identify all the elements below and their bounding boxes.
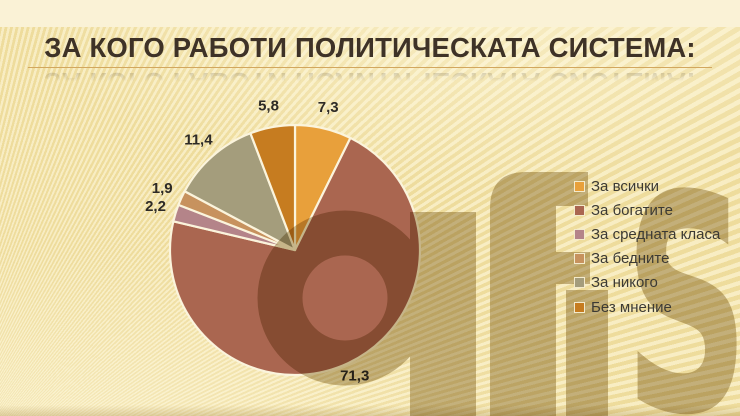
legend-item-4: За бедните	[574, 247, 720, 271]
slide-title: ЗА КОГО РАБОТИ ПОЛИТИЧЕСКАТА СИСТЕМА:	[44, 32, 696, 63]
legend-label: За богатите	[591, 201, 673, 219]
legend-item-3: За средната класа	[574, 222, 720, 246]
legend-label: За никого	[591, 274, 658, 292]
legend-item-5: За никого	[574, 271, 720, 295]
chart-legend: За всички За богатите За средната класа За …	[574, 174, 720, 319]
title-underline	[28, 67, 712, 68]
pie-slices	[168, 123, 422, 377]
legend-item-1: За всички	[574, 174, 720, 198]
pie-value-label: 2,2	[145, 198, 166, 215]
legend-swatch	[574, 228, 585, 240]
top-band	[0, 0, 740, 27]
bottom-shade	[0, 405, 740, 416]
legend-label: За всички	[591, 177, 660, 195]
legend-swatch	[574, 204, 585, 216]
legend-swatch	[574, 277, 585, 289]
pie-value-label: 1,9	[152, 180, 173, 197]
legend-item-6: Без мнение	[574, 295, 720, 319]
legend-swatch	[574, 301, 585, 313]
legend-item-2: За богатите	[574, 198, 720, 222]
legend-label: Без мнение	[591, 298, 672, 316]
pie-value-label: 7,3	[318, 99, 339, 116]
legend-label: За бедните	[591, 250, 670, 268]
pie-value-label: 71,3	[340, 368, 369, 385]
legend-swatch	[574, 180, 585, 192]
pie-value-label: 11,4	[184, 132, 213, 149]
pie-value-label: 5,8	[258, 97, 279, 114]
legend-label: За средната класа	[591, 225, 721, 243]
legend-swatch	[574, 253, 585, 265]
